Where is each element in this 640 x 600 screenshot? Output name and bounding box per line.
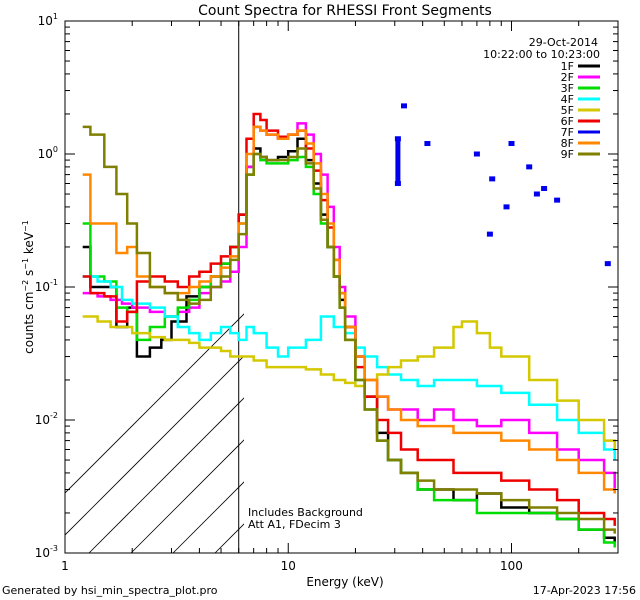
axis-ticks — [64, 21, 619, 554]
series-5F — [82, 315, 616, 450]
x-tick-label: 10 — [281, 559, 296, 573]
y-tick-label: 100 — [38, 145, 58, 161]
y-tick-label: 10-1 — [35, 278, 58, 294]
hatch-line — [65, 355, 244, 536]
generation-timestamp: 17-Apr-2023 17:56 — [533, 584, 636, 597]
chart-title: Count Spectra for RHESSI Front Segments — [198, 3, 492, 19]
hatch-line — [65, 313, 244, 494]
series-7F — [394, 103, 611, 267]
y-tick-labels: 101 100 10-1 10-2 10-3 — [35, 12, 58, 560]
x-tick-label: 100 — [500, 559, 523, 573]
time-range: 10:22:00 to 10:23:00 — [483, 48, 600, 61]
legend-label: 9F — [561, 148, 574, 161]
y-tick-label: 101 — [38, 12, 58, 28]
legend-label: 1F — [561, 60, 574, 73]
hatch-line — [88, 397, 244, 553]
y-tick-label: 10-3 — [35, 544, 58, 560]
x-axis-label: Energy (keV) — [306, 575, 383, 589]
legend-label: 4F — [561, 93, 574, 106]
series-layer — [82, 103, 616, 548]
legend-label: 5F — [561, 104, 574, 117]
x-tick-labels: 1 10 100 — [61, 559, 523, 573]
y-axis-label: counts cm−2 s−1 keV−1 — [21, 220, 36, 354]
attenuator-hatch-region — [65, 313, 244, 553]
legend-label: 6F — [561, 115, 574, 128]
hatch-line — [130, 439, 244, 553]
series-4F — [82, 275, 616, 460]
attenuator-note: Att A1, FDecim 3 — [248, 518, 341, 531]
legend-label: 3F — [561, 82, 574, 95]
observation-date: 29-Oct-2014 — [529, 36, 598, 49]
legend-label: 8F — [561, 137, 574, 150]
y-tick-label: 10-2 — [35, 411, 58, 427]
x-tick-label: 1 — [61, 559, 69, 573]
series-9F — [82, 125, 616, 534]
generator-credit: Generated by hsi_min_spectra_plot.pro — [2, 584, 218, 597]
background-note: Includes Background — [248, 506, 363, 519]
legend-label: 2F — [561, 71, 574, 84]
legend-label: 7F — [561, 126, 574, 139]
